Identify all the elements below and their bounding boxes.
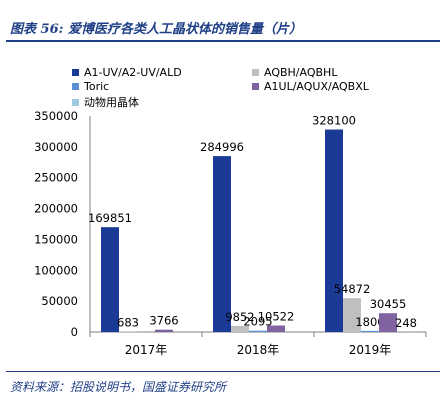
bar-0-0 <box>101 227 119 332</box>
bar-0-1 <box>213 156 231 332</box>
data-label: 54872 <box>334 282 371 296</box>
legend-swatch-4 <box>72 98 79 106</box>
data-label: 1800 <box>355 315 384 329</box>
legend-item-3: A1UL/AQUX/AQBXL <box>252 80 369 93</box>
legend-label-2: Toric <box>84 80 110 93</box>
y-tick-label: 100000 <box>34 263 78 277</box>
bar-3-2 <box>379 313 397 332</box>
bar-1-1 <box>231 325 249 332</box>
legend-item-2: Toric <box>72 80 109 93</box>
bar-3-0 <box>155 329 173 332</box>
data-label: 3766 <box>149 314 178 328</box>
y-tick-label: 200000 <box>34 202 78 216</box>
bar-2-1 <box>249 330 267 332</box>
bar-3-1 <box>267 325 285 332</box>
bar-chart: 0 50000 100000 150000 200000 250000 300000 3500… <box>34 109 427 357</box>
x-tick-label: 2018年 <box>237 343 280 357</box>
legend-item-0: A1-UV/A2-UV/ALD <box>72 66 182 79</box>
x-tick-label: 2019年 <box>349 343 392 357</box>
data-label: 30455 <box>370 297 407 311</box>
title-rule <box>6 40 440 42</box>
y-tick-label: 50000 <box>41 294 78 308</box>
legend-swatch-0 <box>72 69 79 76</box>
y-tick-label: 150000 <box>34 232 78 246</box>
legend-swatch-1 <box>252 69 259 76</box>
legend-label-0: A1-UV/A2-UV/ALD <box>84 66 182 79</box>
data-label: 2095 <box>243 315 272 329</box>
bar-0-2 <box>325 129 343 332</box>
legend-item-1: AQBH/AQBHL <box>252 66 337 79</box>
bar-2-2 <box>361 330 379 332</box>
source-rule <box>6 371 440 372</box>
legend-label-1: AQBH/AQBHL <box>264 66 338 79</box>
y-tick-label: 300000 <box>34 140 78 154</box>
legend-swatch-3 <box>252 83 259 90</box>
source-note: 资料来源：招股说明书，国盛证券研究所 <box>10 380 227 394</box>
legend-label-4: 动物用晶体 <box>84 96 139 109</box>
data-label: 10522 <box>258 310 295 324</box>
data-label: 328100 <box>312 114 356 128</box>
legend-item-4: 动物用晶体 <box>72 94 139 110</box>
y-tick-label: 250000 <box>34 171 78 185</box>
legend-swatch-2 <box>72 83 79 90</box>
bar-1-2 <box>343 298 361 332</box>
data-label: 9852 <box>225 310 254 324</box>
x-tick-label: 2017年 <box>125 343 168 357</box>
figure-title: 图表 56: 爱博医疗各类人工晶状体的销售量（片） <box>10 22 302 37</box>
legend-label-3: A1UL/AQUX/AQBXL <box>264 80 369 93</box>
y-tick-label: 350000 <box>34 109 78 123</box>
data-label: 248 <box>395 316 417 330</box>
data-label: 169851 <box>88 211 132 225</box>
y-tick-label: 0 <box>71 325 78 339</box>
data-label: 683 <box>117 316 139 330</box>
data-label: 284996 <box>200 140 244 154</box>
